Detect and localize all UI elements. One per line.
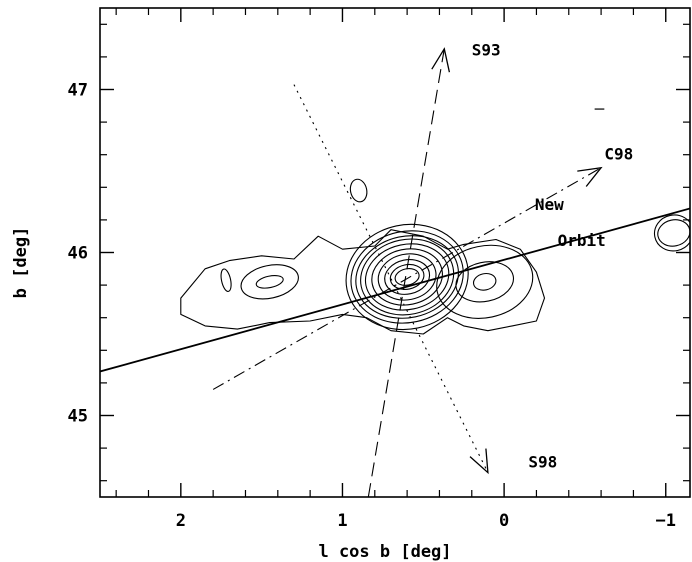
main-core-contour [394,268,420,286]
arrowhead-c98 [577,166,603,187]
track-line-new-orbit [100,207,690,373]
contour-layer [180,178,690,335]
y-tick-label: 46 [68,244,88,264]
x-tick-label: 2 [176,511,186,531]
annotation-s93: S93 [472,40,501,59]
main-core-contour [360,238,455,316]
y-tick-label: 47 [68,81,88,101]
annotation-s98: S98 [528,453,557,472]
arrowhead-s93 [431,47,451,73]
main-core-contour [350,230,464,324]
edge-clump-contour [657,219,690,247]
main-core-contour [389,263,425,290]
west-clump-contour [436,244,534,319]
main-core-contour [377,253,437,301]
annotations-layer: S93 C98 S98 New Orbit [472,40,633,471]
west-clump-contour [455,261,515,303]
x-tick-label: 1 [337,511,347,531]
plot-frame [99,7,691,498]
annotation-c98: C98 [604,145,633,164]
main-core-contour [355,235,459,319]
east-clump-contour [240,264,299,300]
track-lines-layer [100,47,690,497]
ticks-layer [100,8,690,497]
east-clump-contour [255,275,284,289]
edge-clump-contour [653,214,690,252]
x-tick-label: −1 [656,511,676,531]
track-line-s93 [367,48,445,497]
y-axis-label: b [deg] [11,227,31,299]
track-line-c98 [212,167,602,390]
main-core-contour [384,259,431,295]
main-core-contour [345,223,469,331]
arrowhead-s98 [469,448,489,475]
east-tip-contour [220,268,232,292]
main-core-contour [364,243,450,311]
west-clump-contour [472,272,497,291]
x-tick-label: 0 [499,511,509,531]
x-axis-label: l cos b [deg] [318,542,451,562]
annotation-orbit: Orbit [558,231,606,250]
annotation-new: New [535,195,564,214]
outer-envelope [180,229,546,335]
north-blob-contour [349,178,368,203]
track-line-s98 [293,84,489,473]
y-tick-label: 45 [68,407,88,427]
tick-labels-layer: 2 1 0 −1 45 46 47 [68,81,676,532]
